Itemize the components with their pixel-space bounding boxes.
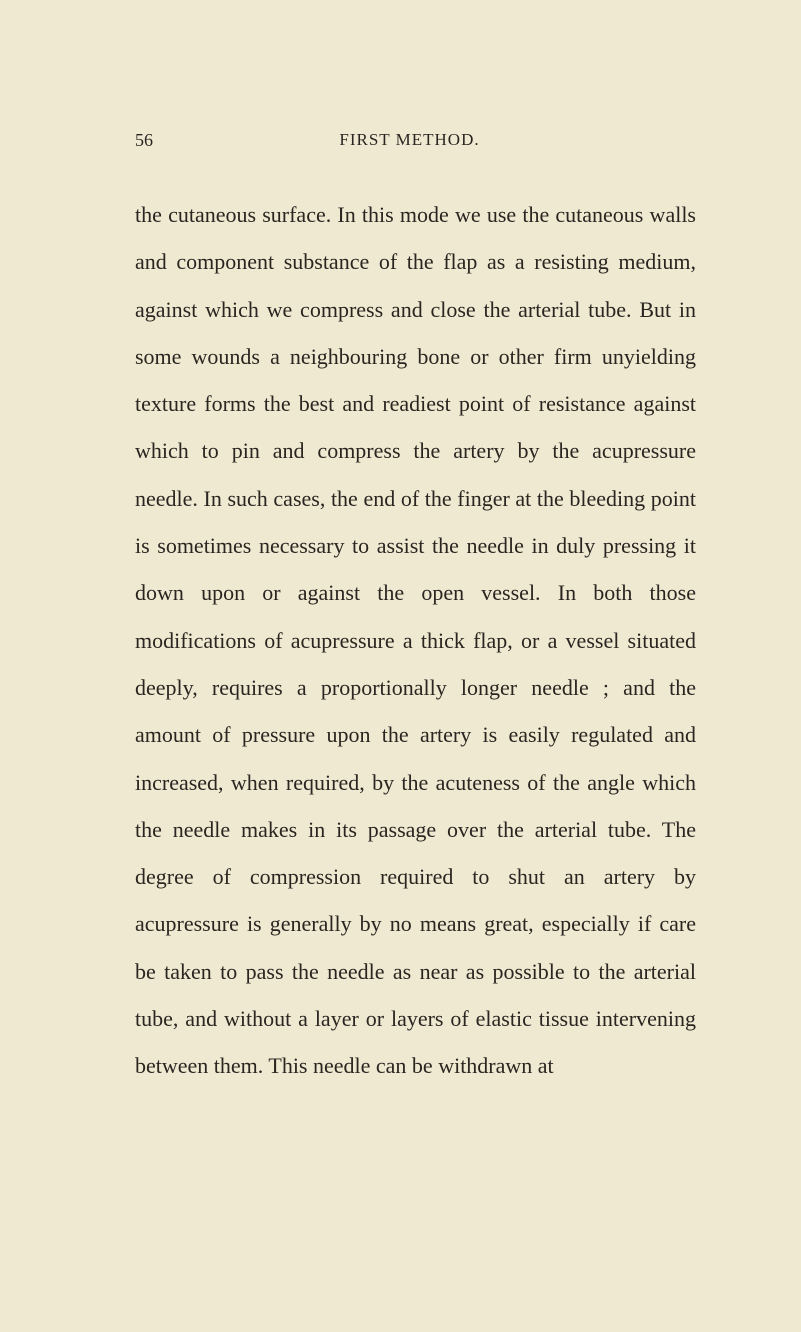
header-spacer: [666, 130, 696, 151]
page-header: 56 FIRST METHOD.: [135, 130, 696, 151]
chapter-title: FIRST METHOD.: [339, 130, 479, 151]
page-number: 56: [135, 130, 153, 151]
body-text: the cutaneous surface. In this mode we u…: [135, 191, 696, 1090]
